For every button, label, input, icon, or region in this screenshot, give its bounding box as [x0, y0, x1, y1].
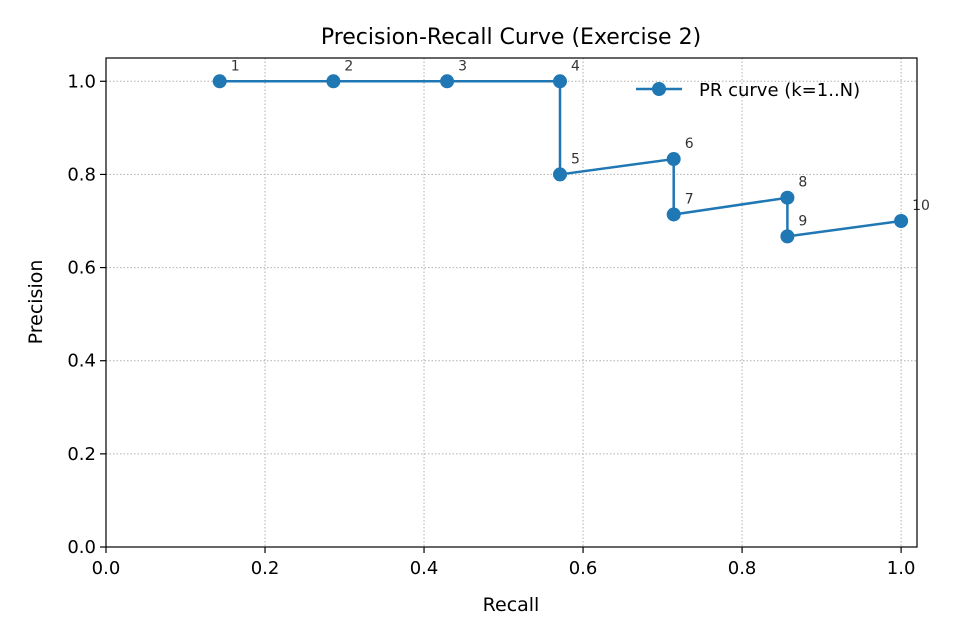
y-tick-label: 0.6	[67, 258, 96, 279]
point-label: 2	[344, 58, 353, 74]
data-point	[440, 74, 455, 89]
x-tick-label: 1.0	[887, 558, 916, 579]
y-tick-label: 1.0	[67, 71, 96, 92]
point-label: 10	[912, 198, 930, 214]
point-label: 8	[798, 175, 807, 191]
point-label: 7	[685, 191, 694, 207]
y-tick-label: 0.0	[67, 537, 96, 558]
x-axis-label: Recall	[483, 594, 540, 616]
legend-marker	[652, 82, 666, 96]
point-label: 6	[685, 136, 694, 152]
axis-ticks: 0.0 0.2 0.4 0.6 0.8 1.0 0.0 0.2 0.4 0.6 0.8 1.0	[67, 71, 915, 579]
data-point	[666, 152, 681, 167]
data-point	[666, 207, 681, 222]
x-tick-label: 0.4	[410, 558, 439, 579]
x-tick-label: 0.6	[569, 558, 598, 579]
x-tick-label: 0.2	[251, 558, 280, 579]
x-tick-label: 0.8	[728, 558, 757, 579]
y-tick-label: 0.8	[67, 164, 96, 185]
data-point	[553, 167, 568, 182]
point-label: 4	[571, 58, 580, 74]
plot-frame	[105, 57, 918, 548]
data-point	[780, 229, 795, 244]
data-point	[326, 74, 341, 89]
series-layer: 1 2 3 4 5 6 7 8 9 10	[212, 58, 930, 244]
grid-lines	[105, 58, 917, 548]
x-tick-label: 0.0	[92, 558, 121, 579]
legend: PR curve (k=1..N)	[636, 80, 860, 101]
point-label: 3	[458, 58, 467, 74]
data-point	[780, 190, 795, 205]
point-label: 5	[571, 151, 580, 167]
y-tick-label: 0.2	[67, 444, 96, 465]
point-label: 1	[231, 58, 240, 74]
y-tick-label: 0.4	[67, 351, 96, 372]
data-point	[553, 74, 568, 89]
y-axis-label: Precision	[25, 260, 47, 345]
data-point	[894, 214, 909, 228]
chart-title: Precision-Recall Curve (Exercise 2)	[321, 25, 701, 50]
legend-entry: PR curve (k=1..N)	[699, 80, 860, 101]
data-point	[212, 74, 227, 89]
series-line	[219, 80, 902, 238]
point-label: 9	[798, 213, 807, 229]
